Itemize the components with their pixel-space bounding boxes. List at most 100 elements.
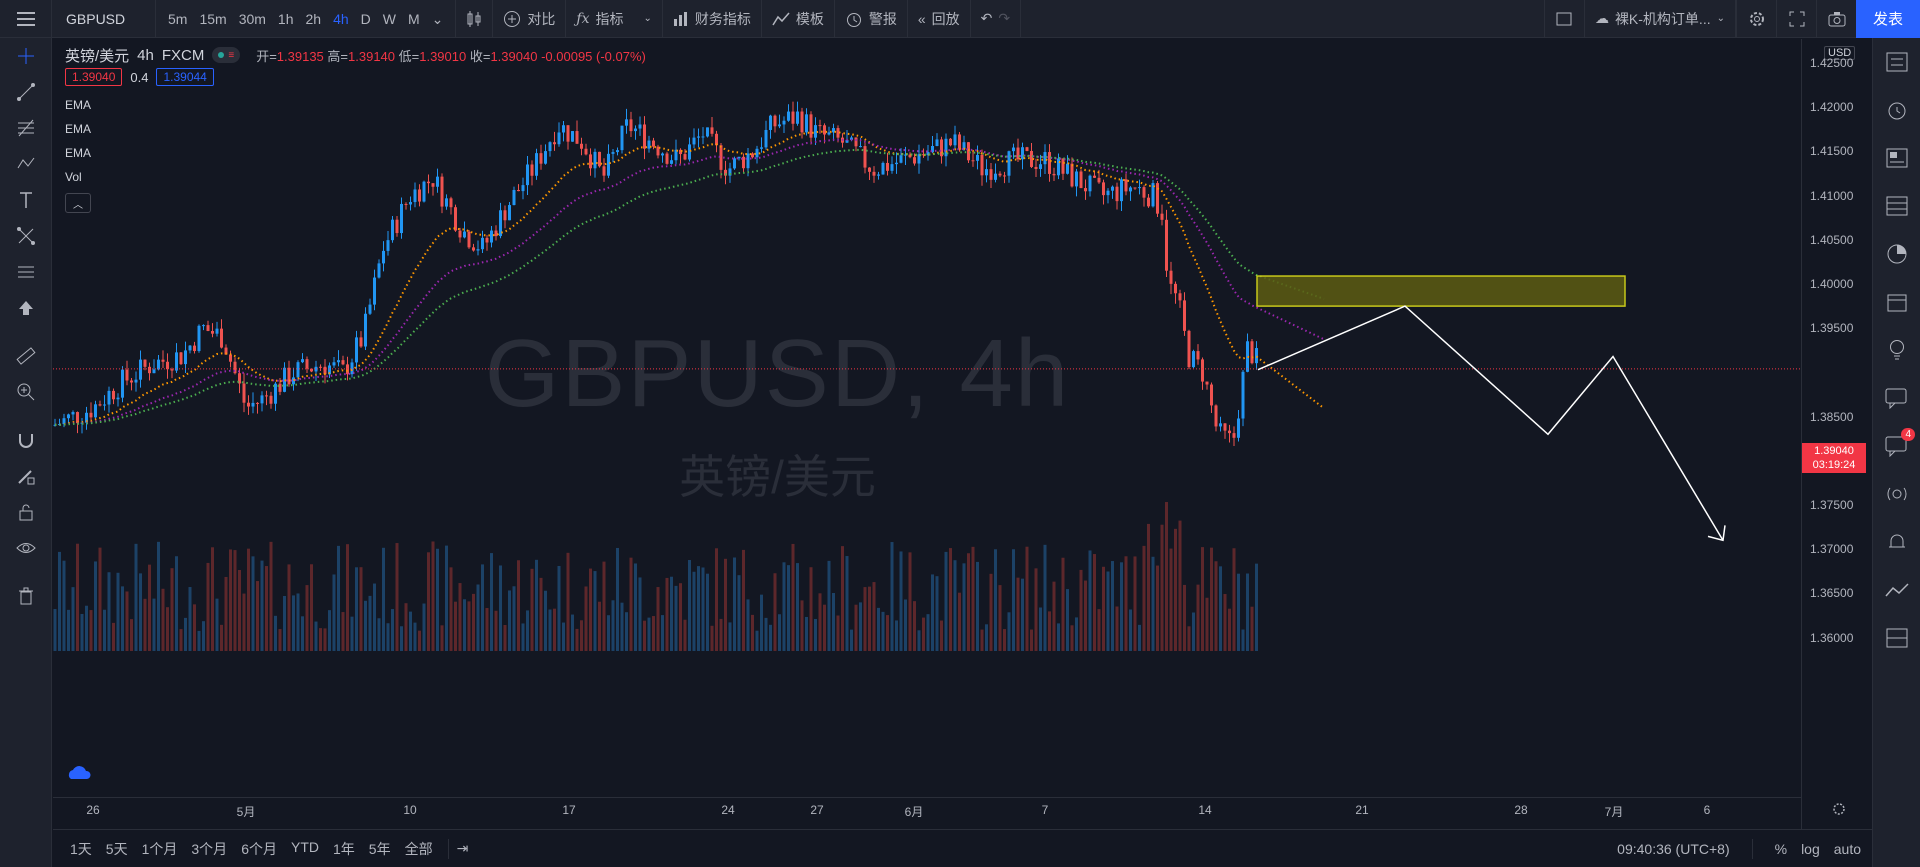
indicator-vol[interactable]: Vol — [65, 170, 82, 184]
interval-m[interactable]: M — [408, 10, 420, 27]
interval-4h[interactable]: 4h — [333, 10, 349, 27]
camera-icon[interactable] — [1816, 0, 1856, 38]
change-value: -0.00095 (-0.07%) — [541, 48, 646, 64]
volume-bar — [215, 598, 219, 651]
watchlist-icon[interactable] — [1873, 38, 1920, 86]
order-panel-icon[interactable] — [1873, 566, 1920, 614]
node-tool-icon[interactable] — [0, 218, 52, 254]
clock[interactable]: 09:40:36 (UTC+8) — [1617, 840, 1730, 857]
indicator-ema-1[interactable]: EMA — [65, 98, 92, 112]
candle-body — [71, 412, 75, 415]
candle-body — [377, 263, 381, 278]
time-axis[interactable]: 26 5月 10 17 24 27 6月 7 14 21 28 7月 6 — [53, 797, 1802, 821]
indicators-button[interactable]: ƒx 指标 ⌄ — [566, 0, 663, 38]
arrow-up-icon[interactable] — [0, 290, 52, 326]
interval-2h[interactable]: 2h — [305, 10, 322, 27]
candle-body — [1156, 183, 1159, 214]
data-window-icon[interactable] — [1873, 182, 1920, 230]
candle-body — [931, 146, 934, 153]
replay-button[interactable]: « 回放 — [908, 0, 971, 38]
auto-toggle[interactable]: auto — [1833, 840, 1861, 857]
position-tool-icon[interactable] — [0, 254, 52, 290]
news-icon[interactable] — [1873, 134, 1920, 182]
pattern-tool-icon[interactable] — [0, 146, 52, 182]
volume-bar — [1057, 623, 1060, 651]
calendar-icon[interactable] — [1873, 278, 1920, 326]
trash-icon[interactable] — [0, 578, 52, 614]
interval-5m[interactable]: 5m — [168, 10, 188, 27]
menu-icon[interactable] — [0, 0, 52, 38]
fib-tool-icon[interactable] — [0, 110, 52, 146]
publish-button[interactable]: 发表 — [1856, 0, 1920, 38]
volume-bar — [134, 543, 138, 651]
interval-1h[interactable]: 1h — [277, 10, 294, 27]
range-button[interactable]: YTD — [290, 838, 319, 855]
range-button[interactable]: 1年 — [332, 840, 355, 857]
ask-button[interactable]: 1.39044 — [156, 68, 214, 86]
bid-button[interactable]: 1.39040 — [65, 68, 123, 86]
indicator-ema-3[interactable]: EMA — [65, 146, 92, 160]
range-button[interactable]: 1个月 — [141, 840, 178, 857]
range-button[interactable]: 1天 — [70, 840, 92, 857]
market-status-badge[interactable]: ≡ — [212, 47, 241, 63]
undo-icon[interactable]: ↶ — [980, 10, 993, 26]
hotlist-icon[interactable] — [1873, 230, 1920, 278]
alert-button[interactable]: 警报 — [835, 0, 908, 38]
layout-selector[interactable]: ☁ 裸K-机构订单... ⌄ — [1583, 0, 1736, 38]
symbol-search-button[interactable]: GBPUSD — [52, 0, 156, 38]
indicator-ema-2[interactable]: EMA — [65, 122, 92, 136]
volume-bar — [1007, 612, 1011, 651]
streams-icon[interactable] — [1873, 470, 1920, 518]
drawing-toolbar — [0, 38, 52, 867]
financials-button[interactable]: 财务指标 — [663, 0, 762, 38]
supply-zone-rectangle[interactable] — [1256, 275, 1626, 307]
candle-body — [283, 367, 286, 392]
chart-type-button[interactable] — [456, 0, 494, 38]
range-button[interactable]: 3个月 — [191, 840, 228, 857]
trend-line-icon[interactable] — [0, 74, 52, 110]
range-button[interactable]: 5天 — [105, 840, 128, 857]
bell-icon[interactable] — [1873, 518, 1920, 566]
interval-30m[interactable]: 30m — [238, 10, 266, 27]
pencil-lock-icon[interactable] — [0, 458, 52, 494]
volume-bar — [949, 548, 952, 651]
collapse-legend-button[interactable]: ︿ — [65, 193, 91, 213]
magnet-icon[interactable] — [0, 422, 52, 458]
alarm-icon[interactable] — [1873, 86, 1920, 134]
range-button[interactable]: 全部 — [404, 840, 433, 857]
fullscreen-layout-icon[interactable] — [1543, 0, 1584, 38]
eye-icon[interactable] — [0, 530, 52, 566]
interval-w[interactable]: W — [382, 10, 396, 27]
chat-icon[interactable] — [1873, 374, 1920, 422]
chevron-down-icon[interactable]: ⌄ — [431, 10, 444, 27]
projection-path[interactable] — [1257, 305, 1724, 541]
ruler-icon[interactable] — [0, 338, 52, 374]
candle-body — [1070, 163, 1074, 187]
goto-date-icon[interactable]: ⇥ — [456, 840, 469, 856]
gear-icon[interactable] — [1736, 0, 1776, 38]
ideas-icon[interactable] — [1873, 326, 1920, 374]
interval-d[interactable]: D — [360, 10, 371, 27]
legend-symbol-name[interactable]: 英镑/美元 — [65, 47, 130, 65]
expand-icon[interactable] — [1776, 0, 1816, 38]
dom-icon[interactable] — [1873, 614, 1920, 662]
chart-pane[interactable]: GBPUSD, 4h 英镑/美元 英镑/美元 4h FXCM ≡ 开=1.391… — [53, 39, 1802, 829]
zoom-in-icon[interactable] — [0, 374, 52, 410]
notifications-icon[interactable]: 4 — [1873, 422, 1920, 470]
redo-icon[interactable]: ↷ — [998, 10, 1011, 26]
chart-canvas[interactable] — [53, 39, 1802, 797]
log-toggle[interactable]: log — [1801, 840, 1820, 857]
templates-button[interactable]: 模板 — [762, 0, 835, 38]
range-button[interactable]: 6个月 — [241, 840, 277, 857]
candle-body — [904, 154, 907, 156]
interval-15m[interactable]: 15m — [199, 10, 227, 27]
settings-gear-icon[interactable] — [1832, 802, 1846, 819]
compare-button[interactable]: 对比 — [493, 0, 567, 38]
text-tool-icon[interactable] — [0, 182, 52, 218]
range-button[interactable]: 5年 — [368, 840, 391, 857]
price-axis[interactable]: USD 1.42500 1.42000 1.41500 1.41000 1.40500 1… — [1801, 39, 1871, 829]
lock-icon[interactable] — [0, 494, 52, 530]
crosshair-icon[interactable] — [0, 38, 52, 74]
percent-toggle[interactable]: % — [1774, 840, 1788, 857]
currency-label[interactable]: USD — [1824, 46, 1856, 60]
